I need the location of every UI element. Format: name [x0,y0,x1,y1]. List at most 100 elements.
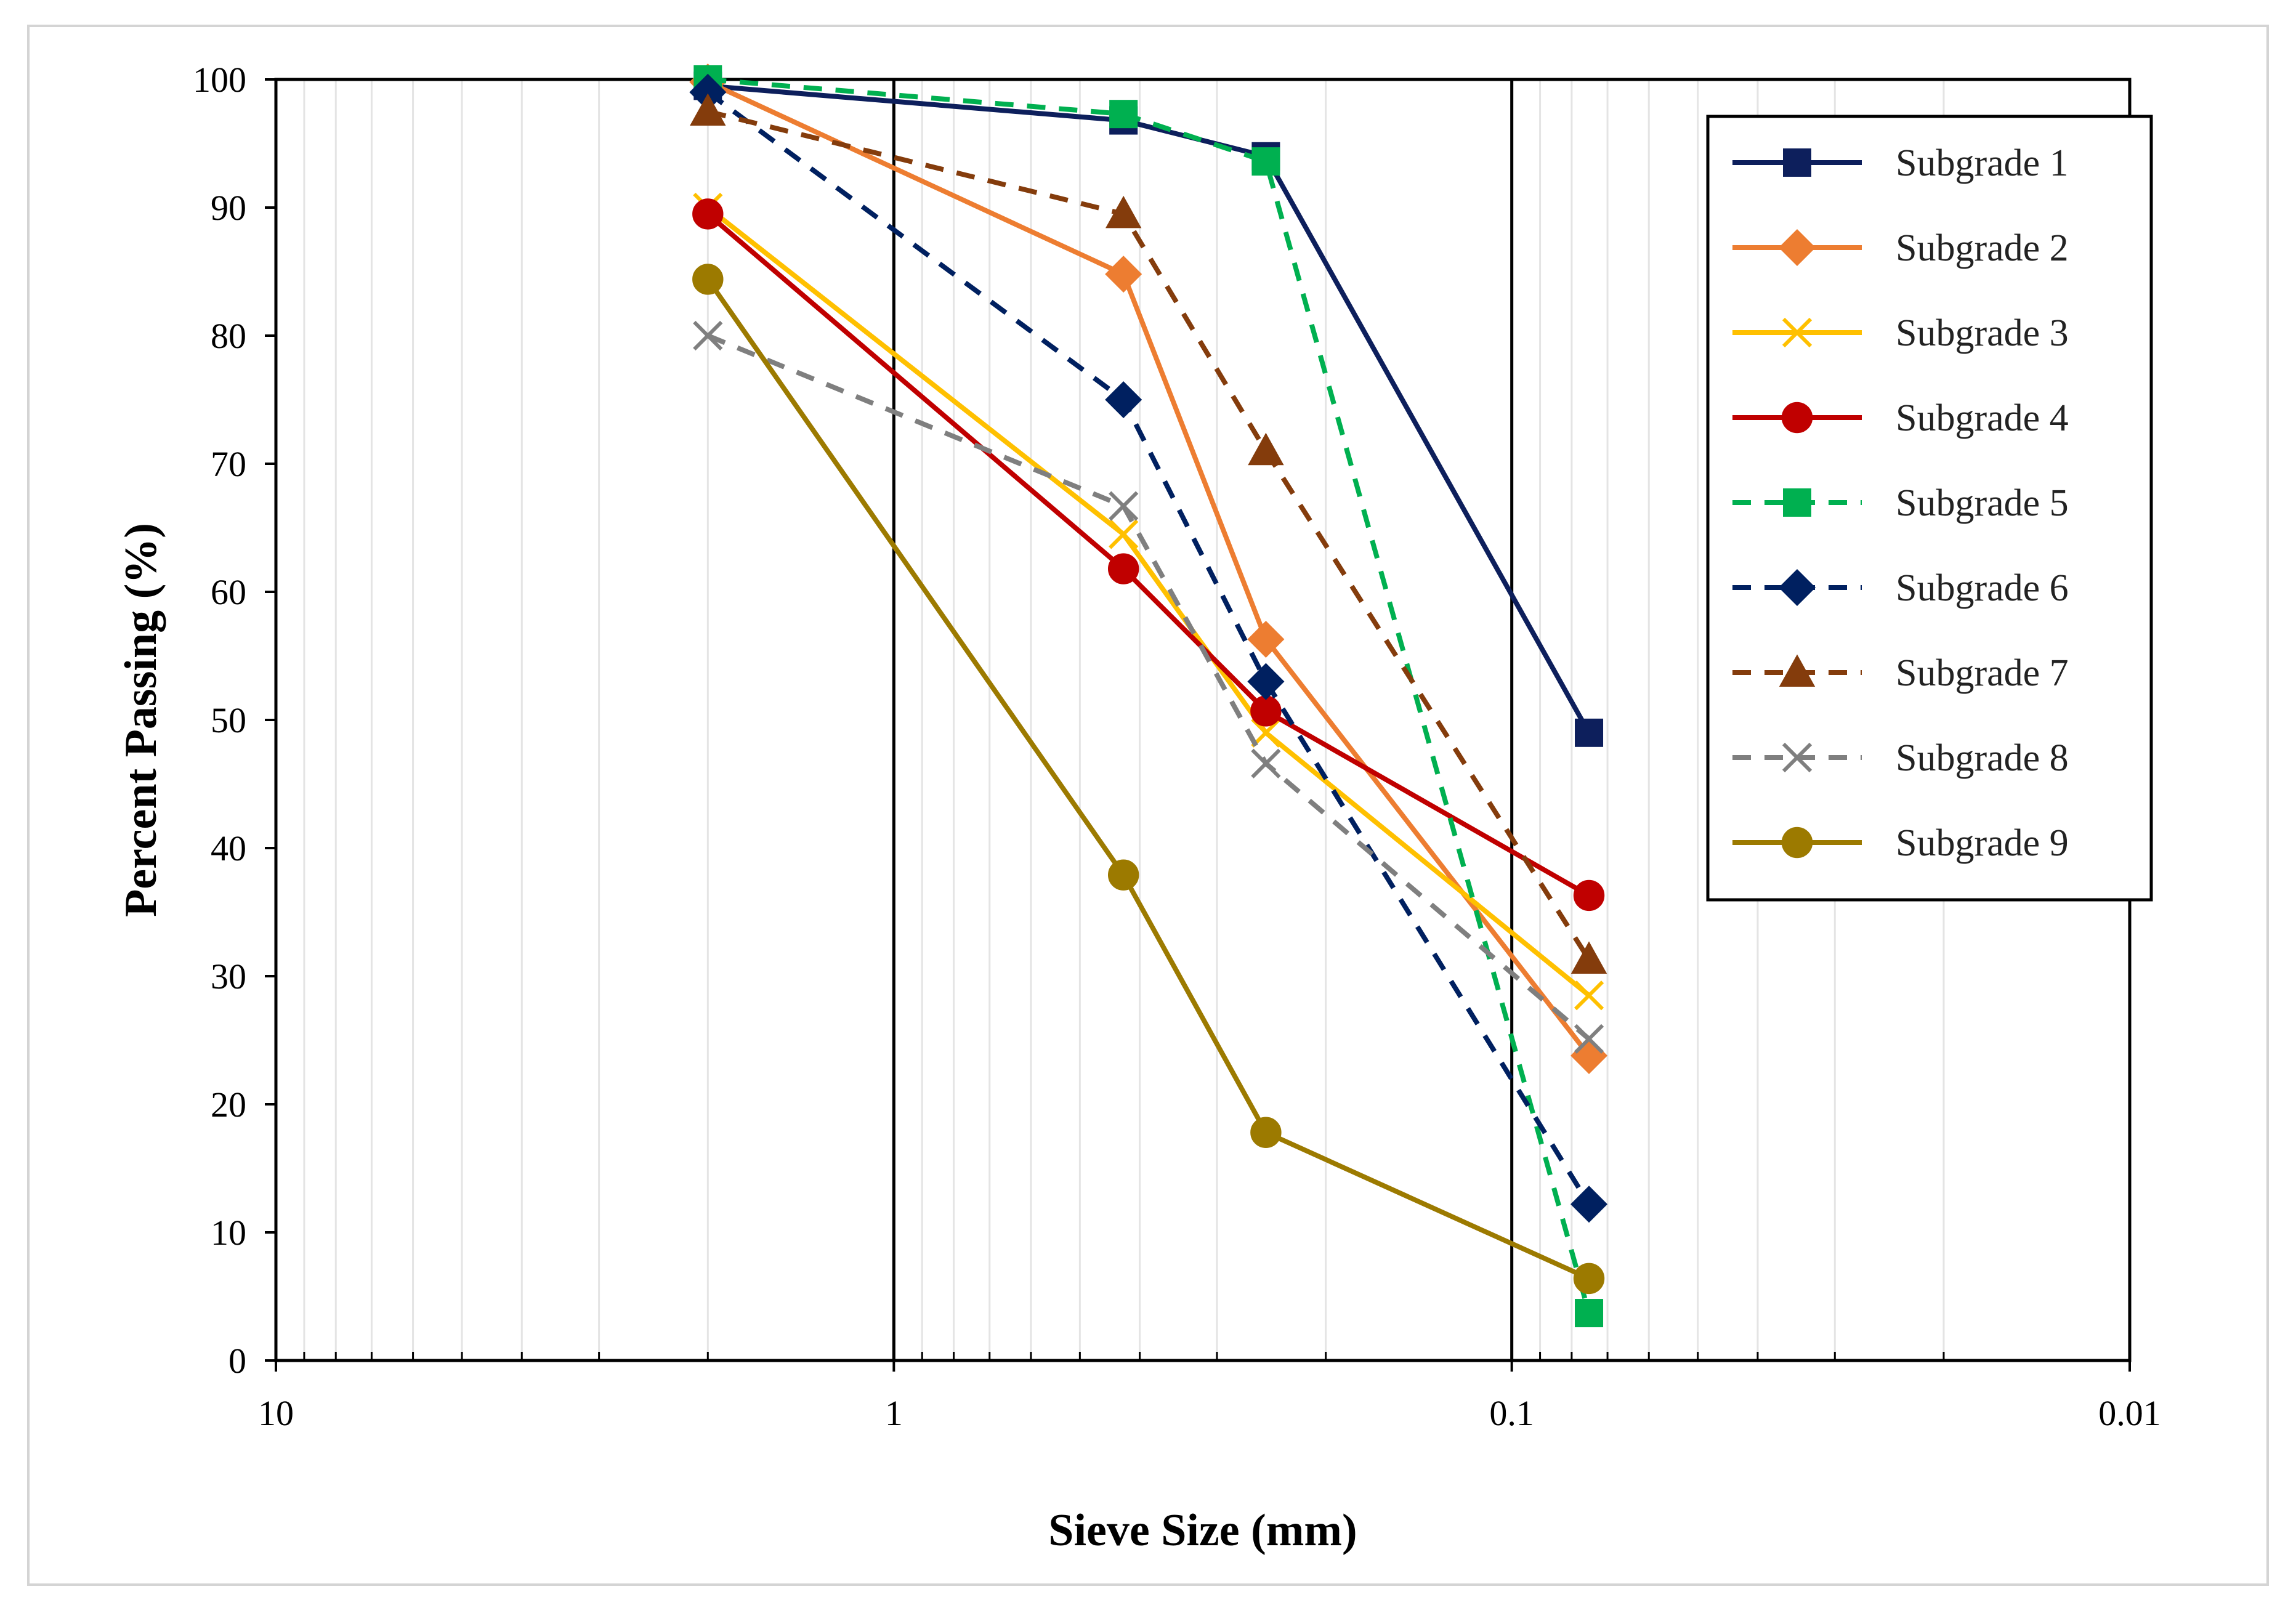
legend-swatch-marker [1783,148,1811,177]
data-point [1575,1299,1604,1328]
data-point [1573,1263,1605,1295]
x-axis-title: Sieve Size (mm) [1048,1505,1357,1556]
legend-swatch-marker [1778,568,1816,607]
data-point [690,93,726,126]
data-point [1109,491,1139,521]
series-line [707,77,1591,1314]
legend-swatch-marker [1783,488,1811,517]
x-tick-label: 0.1 [1489,1393,1534,1433]
y-tick-label: 50 [211,700,246,740]
legend-swatch-marker [1781,402,1813,434]
marker-x-stroke [1782,742,1813,773]
data-point [1248,432,1284,466]
series-line [706,205,1591,998]
series-line [706,79,1591,1057]
series-line [707,83,1591,734]
x-tick-label: 10 [258,1393,294,1433]
series-line [706,212,1591,898]
data-point [1574,1024,1604,1054]
y-tick-label: 40 [211,828,246,868]
legend-swatch-marker [1778,228,1816,267]
data-point [692,198,724,230]
legend-label: Subgrade 5 [1896,482,2069,524]
legend-label: Subgrade 2 [1896,227,2069,269]
series-4 [692,198,1605,912]
axes-layer: 10 1 0.1 0.01 0 10 20 30 40 50 60 70 80 90 100 [193,60,2161,1433]
data-point [1251,748,1281,778]
data-point [1109,519,1139,549]
data-point [1575,718,1604,747]
legend-item: Subgrade 1 [1732,142,2069,184]
series-9 [692,264,1605,1295]
legend-item: Subgrade 9 [1732,822,2069,864]
y-tick-label: 80 [211,316,246,356]
legend-swatch-marker [1779,654,1816,687]
data-point [1570,1186,1608,1223]
legend-item: Subgrade 4 [1732,397,2069,439]
marker-x-stroke [1574,1024,1604,1054]
data-point [1251,147,1280,176]
legend-item: Subgrade 8 [1732,737,2069,779]
series-8 [693,320,1604,1054]
data-point [1105,256,1142,293]
marker-x-stroke [1782,317,1813,348]
data-point [1109,100,1138,129]
x-tick-label: 1 [885,1393,903,1433]
data-point [693,320,723,351]
data-point [1250,1117,1282,1148]
marker-x-stroke [1251,718,1281,748]
legend-item: Subgrade 7 [1732,652,2069,694]
marker-x-stroke [693,320,723,351]
series-6 [689,73,1608,1223]
series-3 [693,192,1604,1011]
legend-swatch-marker [1782,317,1813,348]
legend-item: Subgrade 6 [1732,567,2069,609]
legend-item: Subgrade 2 [1732,227,2069,269]
legend-label: Subgrade 6 [1896,567,2069,609]
marker-x-stroke [1109,491,1139,521]
legend-label: Subgrade 8 [1896,737,2069,779]
marker-x-stroke [1574,980,1604,1011]
chart-frame: 10 1 0.1 0.01 0 10 20 30 40 50 60 70 80 90 100 Subgrad… [27,25,2269,1586]
y-tick-label: 10 [211,1213,246,1253]
series-line [706,333,1591,1041]
y-tick-label: 70 [211,444,246,484]
series-line [707,109,1591,961]
legend-label: Subgrade 1 [1896,142,2069,184]
data-point [1105,195,1142,228]
data-point [1105,381,1142,419]
x-tick-label: 0.01 [2098,1393,2161,1433]
data-point [1247,663,1285,700]
y-tick-label: 90 [211,188,246,228]
data-point [1107,859,1139,891]
data-point [1250,695,1282,727]
legend-label: Subgrade 9 [1896,822,2069,864]
legend-item: Subgrade 3 [1732,312,2069,354]
series-line [706,278,1590,1281]
marker-x-stroke [1251,748,1281,778]
series-line [706,90,1591,1206]
legend-item: Subgrade 5 [1732,482,2069,524]
data-point [1574,980,1604,1011]
y-tick-label: 60 [211,572,246,612]
legend-swatch-marker [1781,827,1813,859]
legend-label: Subgrade 7 [1896,652,2069,694]
series-5 [693,65,1604,1328]
legend-swatch-marker [1782,742,1813,773]
series-7 [690,93,1607,974]
series-1 [693,71,1604,747]
y-tick-label: 30 [211,956,246,997]
y-tick-label: 0 [228,1341,246,1381]
series-layer [689,63,1608,1328]
data-point [1251,718,1281,748]
data-point [1573,879,1605,912]
data-point [692,264,724,295]
y-axis-title: Percent Passing (%) [116,523,166,917]
marker-x-stroke [1109,519,1139,549]
legend-label: Subgrade 4 [1896,397,2069,439]
y-tick-label: 20 [211,1085,246,1125]
data-point [1247,620,1285,658]
gradation-chart: 10 1 0.1 0.01 0 10 20 30 40 50 60 70 80 90 100 Subgrad… [116,60,2161,1556]
data-point [1570,941,1607,974]
y-tick-label: 100 [193,60,246,100]
